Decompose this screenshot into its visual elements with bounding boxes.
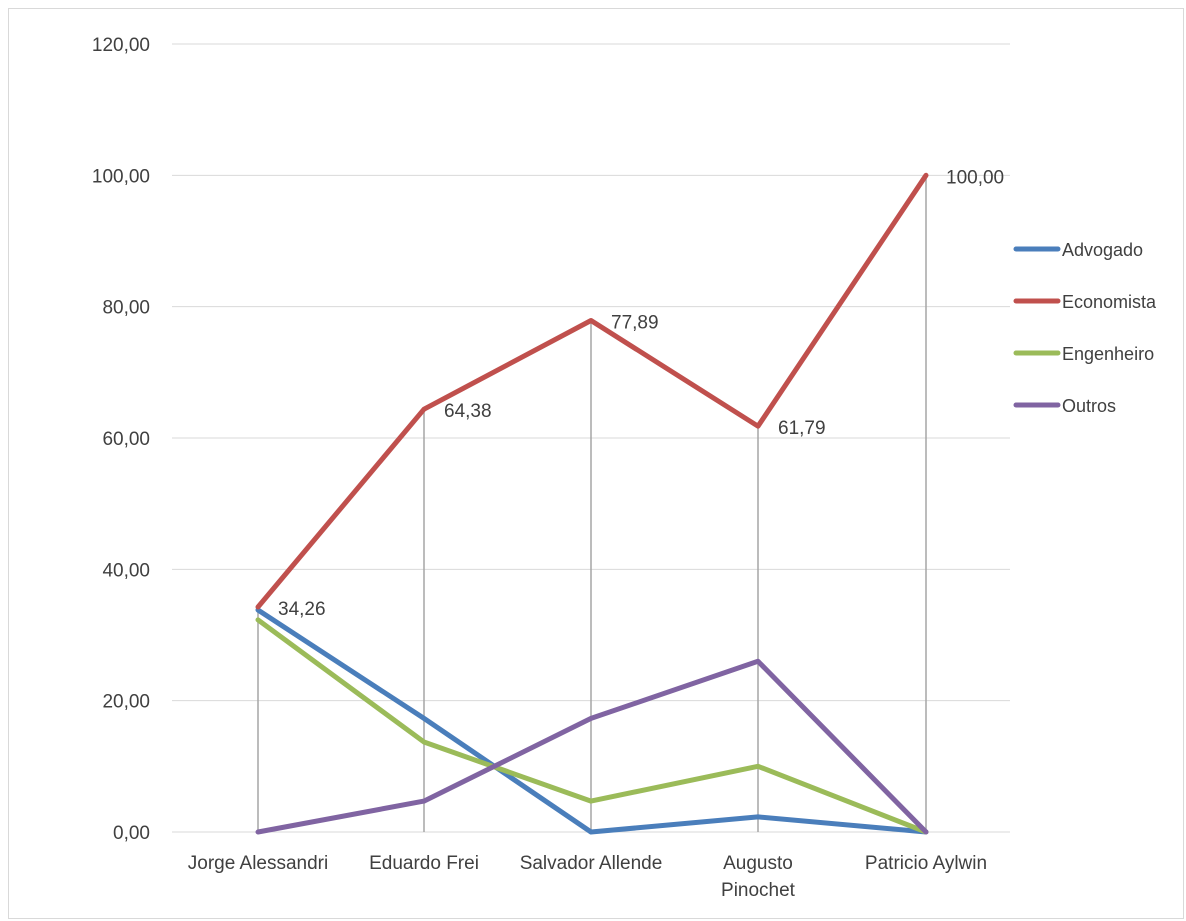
x-tick-label: Pinochet [721,880,796,901]
y-axis: 0,00 20,00 40,00 60,00 80,00 100,00 120,00 [92,35,150,844]
data-label: 34,26 [278,599,326,620]
x-tick-label: Eduardo Frei [369,853,479,874]
series-line-engenheiro [255,617,929,835]
x-axis: Jorge Alessandri Eduardo Frei Salvador All… [188,853,987,901]
series-lines [255,172,929,835]
x-tick-label: Jorge Alessandri [188,853,328,874]
data-label: 77,89 [611,313,659,334]
data-label: 64,38 [444,401,492,422]
legend: Advogado Economista Engenheiro Outros [1013,240,1157,416]
legend-label: Engenheiro [1062,344,1154,364]
y-tick-label: 100,00 [92,166,150,187]
gridlines [172,43,1010,833]
y-tick-label: 0,00 [113,823,150,844]
x-tick-label: Patricio Aylwin [865,853,987,874]
y-tick-label: 120,00 [92,35,150,56]
data-label: 61,79 [778,418,826,439]
y-tick-label: 40,00 [102,560,150,581]
y-tick-label: 60,00 [102,429,150,450]
legend-label: Advogado [1062,240,1143,260]
legend-label: Economista [1062,292,1157,312]
data-label: 100,00 [946,167,1004,188]
legend-label: Outros [1062,396,1116,416]
y-tick-label: 20,00 [102,692,150,713]
x-tick-label: Salvador Allende [520,853,663,874]
x-tick-label: Augusto [723,853,793,874]
series-line-economista [255,172,929,610]
drop-lines [257,175,927,832]
series-line-outros [255,658,929,835]
y-tick-label: 80,00 [102,298,150,319]
series-line-advogado [255,607,929,835]
chart-frame [8,8,1184,919]
data-labels: 34,26 64,38 77,89 61,79 100,00 [278,167,1004,620]
